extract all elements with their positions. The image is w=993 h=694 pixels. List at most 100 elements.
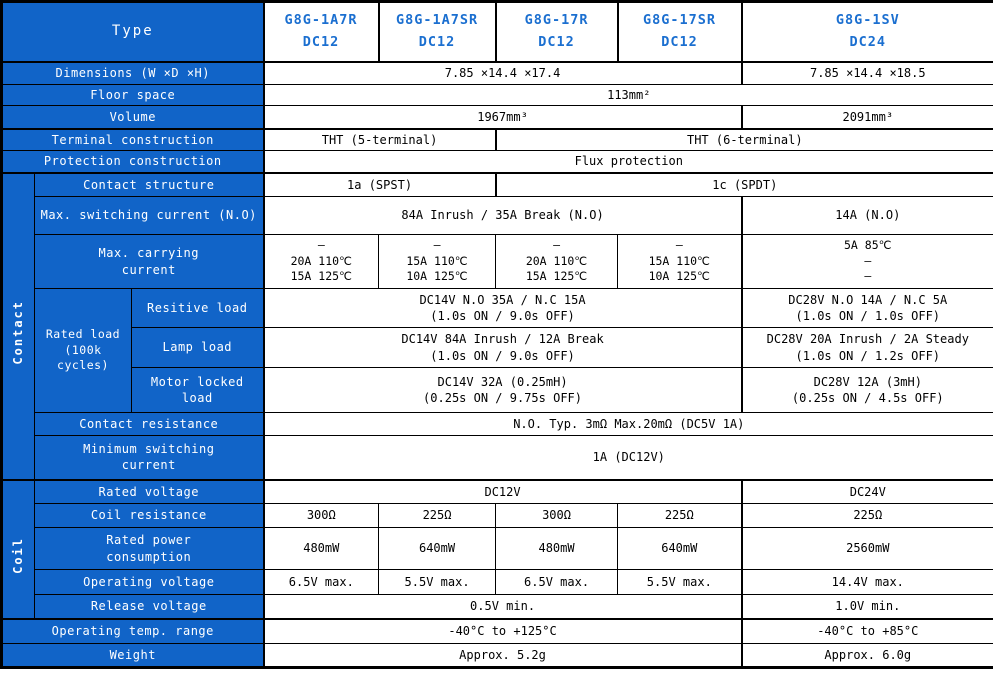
dimensions-label: Dimensions (W ×D ×H) xyxy=(0,61,265,85)
motor-load-main: DC14V 32A (0.25mH) (0.25s ON / 9.75s OFF… xyxy=(262,367,743,413)
dimensions-value-main: 7.85 ×14.4 ×17.4 xyxy=(262,61,743,85)
model-header-g8g-17r: G8G-17R DC12 xyxy=(494,0,619,63)
floor-space-value: 113mm² xyxy=(262,84,993,106)
terminal-label: Terminal construction xyxy=(0,127,265,151)
rated-power-g8g-1a7r: 480mW xyxy=(262,527,380,570)
rated-voltage-main: DC12V xyxy=(262,478,743,504)
carrying-current-label: Max. carrying current xyxy=(33,234,265,289)
contact-group-label: Contact xyxy=(11,299,26,365)
operating-voltage-label: Operating voltage xyxy=(33,569,265,595)
min-switching-label: Minimum switching current xyxy=(33,435,265,480)
rated-power-g8g-1sv: 2560mW xyxy=(740,527,993,570)
carrying-value-g8g-17sr: — 15A 110℃ 10A 125℃ xyxy=(617,234,743,289)
contact-structure-right: 1c (SPDT) xyxy=(494,171,993,197)
relay-spec-table: Type G8G-1A7R DC12 G8G-1A7SR DC12 G8G-17… xyxy=(0,0,993,669)
operating-voltage-g8g-1a7r: 6.5V max. xyxy=(262,569,380,595)
release-voltage-g8g-1sv: 1.0V min. xyxy=(740,594,993,619)
weight-row: Weight Approx. 5.2g Approx. 6.0g xyxy=(0,643,993,668)
min-switching-row: Minimum switching current 1A (DC12V) xyxy=(2,435,993,480)
operating-voltage-g8g-17r: 6.5V max. xyxy=(495,569,619,595)
floor-space-label: Floor space xyxy=(0,84,265,106)
motor-load-row: Motor locked load DC14V 32A (0.25mH) (0.… xyxy=(2,367,993,413)
volume-value-main: 1967mm³ xyxy=(262,105,743,129)
rated-voltage-row: Coil Rated voltage DC12V DC24V xyxy=(1,478,993,619)
lamp-load-g8g-1sv: DC28V 20A Inrush / 2A Steady (1.0s ON / … xyxy=(740,327,993,368)
weight-g8g-1sv: Approx. 6.0g xyxy=(740,643,993,668)
resistive-load-g8g-1sv: DC28V N.O 14A / N.C 5A (1.0s ON / 1.0s O… xyxy=(740,288,993,328)
temp-range-label: Operating temp. range xyxy=(0,617,265,644)
terminal-row: Terminal construction THT (5-terminal) T… xyxy=(0,127,993,151)
lamp-load-main: DC14V 84A Inrush / 12A Break (1.0s ON / … xyxy=(262,327,743,368)
protection-label: Protection construction xyxy=(0,150,265,173)
rated-power-label: Rated power consumption xyxy=(33,527,265,570)
coil-resistance-label: Coil resistance xyxy=(33,503,265,528)
model-header-g8g-1a7sr: G8G-1A7SR DC12 xyxy=(377,0,497,63)
temp-range-main: -40°C to +125°C xyxy=(262,617,743,644)
coil-resistance-g8g-17r: 300Ω xyxy=(495,503,619,528)
model-header-g8g-1a7r: G8G-1A7R DC12 xyxy=(262,0,380,63)
volume-row: Volume 1967mm³ 2091mm³ xyxy=(0,105,993,129)
header-row: Type G8G-1A7R DC12 G8G-1A7SR DC12 G8G-17… xyxy=(0,0,993,63)
operating-voltage-row: Operating voltage 6.5V max. 5.5V max. 6.… xyxy=(2,569,993,595)
coil-group-cell: Coil xyxy=(1,478,35,619)
coil-group-label: Coil xyxy=(11,536,26,574)
contact-structure-label: Contact structure xyxy=(33,171,265,197)
rated-power-row: Rated power consumption 480mW 640mW 480m… xyxy=(2,527,993,570)
rated-voltage-label: Rated voltage xyxy=(33,478,265,504)
contact-resistance-row: Contact resistance N.O. Typ. 3mΩ Max.20m… xyxy=(2,412,993,436)
contact-structure-left: 1a (SPST) xyxy=(262,171,497,197)
release-voltage-row: Release voltage 0.5V min. 1.0V min. xyxy=(2,594,993,619)
motor-load-g8g-1sv: DC28V 12A (3mH) (0.25s ON / 4.5s OFF) xyxy=(740,367,993,413)
rated-power-g8g-1a7sr: 640mW xyxy=(378,527,497,570)
rated-power-g8g-17sr: 640mW xyxy=(617,527,743,570)
carrying-value-g8g-1a7sr: — 15A 110℃ 10A 125℃ xyxy=(378,234,497,289)
resistive-load-label: Resitive load xyxy=(130,288,265,328)
spec-table-container: Type G8G-1A7R DC12 G8G-1A7SR DC12 G8G-17… xyxy=(0,0,993,669)
protection-row: Protection construction Flux protection xyxy=(0,150,993,173)
model-header-g8g-17sr: G8G-17SR DC12 xyxy=(616,0,743,63)
release-voltage-label: Release voltage xyxy=(33,594,265,619)
contact-resistance-value: N.O. Typ. 3mΩ Max.20mΩ (DC5V 1A) xyxy=(262,412,993,436)
coil-resistance-g8g-1a7r: 300Ω xyxy=(262,503,380,528)
weight-label: Weight xyxy=(0,643,265,668)
operating-voltage-g8g-1a7sr: 5.5V max. xyxy=(378,569,497,595)
lamp-load-row: Lamp load DC14V 84A Inrush / 12A Break (… xyxy=(2,327,993,368)
carrying-value-g8g-17r: — 20A 110℃ 15A 125℃ xyxy=(495,234,619,289)
dimensions-row: Dimensions (W ×D ×H) 7.85 ×14.4 ×17.4 7.… xyxy=(0,61,993,85)
lamp-load-label: Lamp load xyxy=(130,327,265,368)
max-switching-row: Max. switching current (N.O) 84A Inrush … xyxy=(2,196,993,235)
volume-value-g8g-1sv: 2091mm³ xyxy=(740,105,993,129)
operating-voltage-g8g-17sr: 5.5V max. xyxy=(617,569,743,595)
coil-resistance-g8g-17sr: 225Ω xyxy=(617,503,743,528)
rated-power-g8g-17r: 480mW xyxy=(495,527,619,570)
temp-range-g8g-1sv: -40°C to +85°C xyxy=(740,617,993,644)
max-switching-value-main: 84A Inrush / 35A Break (N.O) xyxy=(262,196,743,235)
dimensions-value-g8g-1sv: 7.85 ×14.4 ×18.5 xyxy=(740,61,993,85)
terminal-value-left: THT (5-terminal) xyxy=(262,127,497,151)
rated-voltage-g8g-1sv: DC24V xyxy=(740,478,993,504)
volume-label: Volume xyxy=(0,105,265,129)
max-switching-value-g8g-1sv: 14A (N.O) xyxy=(740,196,993,235)
carrying-current-row: Max. carrying current — 20A 110℃ 15A 125… xyxy=(2,234,993,289)
rated-load-label: Rated load (100k cycles) xyxy=(34,288,132,413)
carrying-value-g8g-1sv: 5A 85℃ — — xyxy=(740,234,993,289)
contact-resistance-label: Contact resistance xyxy=(33,412,265,436)
weight-main: Approx. 5.2g xyxy=(262,643,743,668)
floor-space-row: Floor space 113mm² xyxy=(0,84,993,106)
carrying-value-g8g-1a7r: — 20A 110℃ 15A 125℃ xyxy=(262,234,380,289)
contact-group-cell: Contact xyxy=(1,171,35,480)
motor-load-label: Motor locked load xyxy=(130,367,265,413)
resistive-load-row: Rated load (100k cycles) Resitive load D… xyxy=(2,288,993,413)
coil-resistance-g8g-1sv: 225Ω xyxy=(740,503,993,528)
type-header-cell: Type xyxy=(0,0,265,63)
max-switching-label: Max. switching current (N.O) xyxy=(33,196,265,235)
coil-resistance-row: Coil resistance 300Ω 225Ω 300Ω 225Ω 225Ω xyxy=(2,503,993,528)
terminal-value-right: THT (6-terminal) xyxy=(494,127,993,151)
contact-structure-row: Contact Contact structure 1a (SPST) 1c (… xyxy=(1,171,993,480)
temp-range-row: Operating temp. range -40°C to +125°C -4… xyxy=(0,617,993,644)
coil-resistance-g8g-1a7sr: 225Ω xyxy=(378,503,497,528)
resistive-load-main: DC14V N.O 35A / N.C 15A (1.0s ON / 9.0s … xyxy=(262,288,743,328)
release-voltage-main: 0.5V min. xyxy=(262,594,743,619)
operating-voltage-g8g-1sv: 14.4V max. xyxy=(740,569,993,595)
min-switching-value: 1A (DC12V) xyxy=(262,435,993,480)
